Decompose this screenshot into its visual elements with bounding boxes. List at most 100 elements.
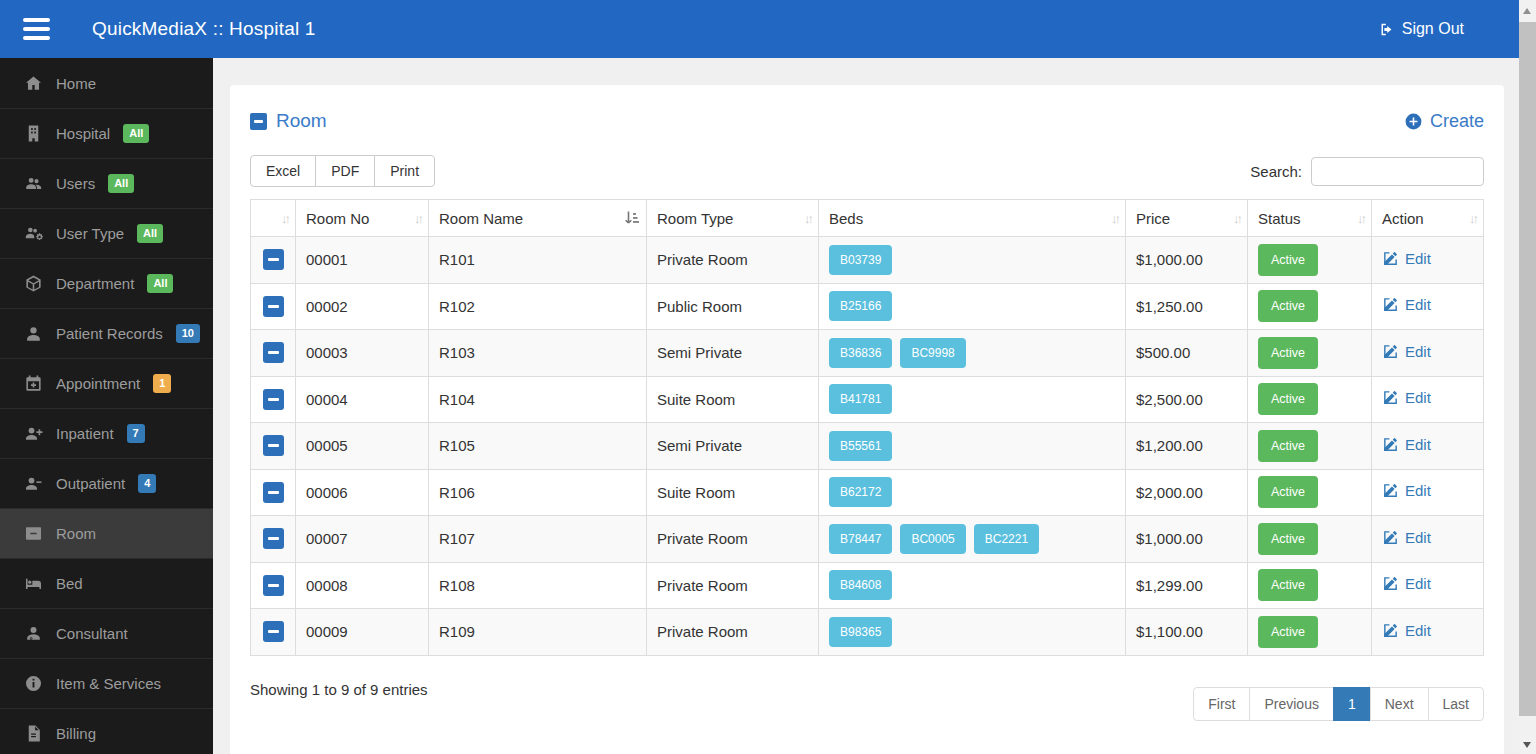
room-name-cell: R106 bbox=[429, 469, 647, 516]
header-room-no[interactable]: Room No↓↑ bbox=[296, 200, 429, 237]
pagination-next[interactable]: Next bbox=[1370, 687, 1429, 721]
bed-badge[interactable]: BC2221 bbox=[974, 524, 1039, 554]
room-type-cell: Semi Private bbox=[647, 423, 819, 470]
bed-badge[interactable]: B36836 bbox=[829, 338, 892, 368]
table-row: 00006 R106 Suite Room B62172 $2,000.00 A… bbox=[251, 469, 1484, 516]
room-name-cell: R109 bbox=[429, 609, 647, 656]
room-type-cell: Private Room bbox=[647, 562, 819, 609]
pagination-page-1[interactable]: 1 bbox=[1333, 687, 1371, 721]
bed-badge[interactable]: B62172 bbox=[829, 477, 892, 507]
edit-link[interactable]: Edit bbox=[1382, 529, 1431, 546]
sidebar-item-patient-records[interactable]: Patient Records 10 bbox=[0, 308, 213, 358]
price-cell: $2,000.00 bbox=[1126, 469, 1248, 516]
sidebar-item-room[interactable]: Room bbox=[0, 508, 213, 558]
bed-badge[interactable]: BC9998 bbox=[900, 338, 965, 368]
edit-link[interactable]: Edit bbox=[1382, 575, 1431, 592]
bed-badge[interactable]: B98365 bbox=[829, 617, 892, 647]
status-badge: Active bbox=[1258, 244, 1318, 276]
bed-badge[interactable]: BC0005 bbox=[900, 524, 965, 554]
header-room-type[interactable]: Room Type↓↑ bbox=[647, 200, 819, 237]
search-input[interactable] bbox=[1311, 157, 1484, 186]
header-control-col[interactable]: ↓↑ bbox=[251, 200, 296, 237]
sidebar-item-consultant[interactable]: Consultant bbox=[0, 608, 213, 658]
bed-badge[interactable]: B78447 bbox=[829, 524, 892, 554]
sidebar-item-bed[interactable]: Bed bbox=[0, 558, 213, 608]
main-content: Room Create Excel PDF Print Search: bbox=[213, 58, 1519, 754]
row-collapse-button[interactable] bbox=[263, 482, 284, 503]
sidebar-item-appointment[interactable]: Appointment 1 bbox=[0, 358, 213, 408]
room-name-cell: R108 bbox=[429, 562, 647, 609]
room-no-cell: 00003 bbox=[296, 330, 429, 377]
vertical-scrollbar[interactable] bbox=[1519, 0, 1536, 754]
room-type-cell: Suite Room bbox=[647, 376, 819, 423]
price-cell: $1,200.00 bbox=[1126, 423, 1248, 470]
header-beds[interactable]: Beds↓↑ bbox=[819, 200, 1126, 237]
hamburger-menu-icon[interactable] bbox=[0, 18, 64, 40]
sidebar-item-inpatient[interactable]: Inpatient 7 bbox=[0, 408, 213, 458]
search-label: Search: bbox=[1250, 163, 1302, 180]
pagination-last[interactable]: Last bbox=[1428, 687, 1484, 721]
row-collapse-button[interactable] bbox=[263, 528, 284, 549]
row-collapse-button[interactable] bbox=[263, 435, 284, 456]
sort-icon: ↓↑ bbox=[281, 211, 288, 226]
scrollbar-up-arrow-icon[interactable] bbox=[1523, 8, 1531, 14]
row-collapse-button[interactable] bbox=[263, 621, 284, 642]
table-row: 00005 R105 Semi Private B55561 $1,200.00… bbox=[251, 423, 1484, 470]
price-cell: $1,100.00 bbox=[1126, 609, 1248, 656]
scrollbar-thumb[interactable] bbox=[1519, 22, 1536, 716]
sidebar-item-hospital[interactable]: Hospital All bbox=[0, 108, 213, 158]
sidebar-item-outpatient[interactable]: Outpatient 4 bbox=[0, 458, 213, 508]
sidebar-item-billing[interactable]: Billing bbox=[0, 708, 213, 754]
sort-icon: ↓↑ bbox=[1357, 211, 1364, 226]
badge-count: 4 bbox=[138, 474, 156, 492]
badge-all: All bbox=[147, 274, 173, 292]
sidebar-item-department[interactable]: Department All bbox=[0, 258, 213, 308]
row-collapse-button[interactable] bbox=[263, 296, 284, 317]
status-badge: Active bbox=[1258, 476, 1318, 508]
sidebar-item-item-services[interactable]: Item & Services bbox=[0, 658, 213, 708]
sidebar-item-home[interactable]: Home bbox=[0, 58, 213, 108]
edit-link[interactable]: Edit bbox=[1382, 436, 1431, 453]
sidebar-item-users[interactable]: Users All bbox=[0, 158, 213, 208]
cube-icon bbox=[24, 274, 43, 293]
status-badge: Active bbox=[1258, 523, 1318, 555]
room-no-cell: 00001 bbox=[296, 237, 429, 284]
header-price[interactable]: Price↓↑ bbox=[1126, 200, 1248, 237]
bed-badge[interactable]: B03739 bbox=[829, 245, 892, 275]
sidebar-item-user-type[interactable]: User Type All bbox=[0, 208, 213, 258]
edit-link[interactable]: Edit bbox=[1382, 389, 1431, 406]
create-label: Create bbox=[1430, 111, 1484, 132]
app-title: QuickMediaX :: Hospital 1 bbox=[92, 18, 316, 40]
page-title: Room bbox=[276, 110, 327, 132]
edit-link[interactable]: Edit bbox=[1382, 622, 1431, 639]
edit-link[interactable]: Edit bbox=[1382, 296, 1431, 313]
pdf-button[interactable]: PDF bbox=[315, 155, 375, 187]
bed-badge[interactable]: B55561 bbox=[829, 431, 892, 461]
edit-link[interactable]: Edit bbox=[1382, 250, 1431, 267]
bed-badge[interactable]: B41781 bbox=[829, 384, 892, 414]
header-action[interactable]: Action↓↑ bbox=[1372, 200, 1484, 237]
hospital-icon bbox=[24, 124, 43, 143]
print-button[interactable]: Print bbox=[374, 155, 435, 187]
bed-badge[interactable]: B25166 bbox=[829, 291, 892, 321]
edit-link[interactable]: Edit bbox=[1382, 482, 1431, 499]
row-collapse-button[interactable] bbox=[263, 249, 284, 270]
panel-title-toggle[interactable]: Room bbox=[250, 110, 327, 132]
pagination-previous[interactable]: Previous bbox=[1249, 687, 1333, 721]
scrollbar-down-arrow-icon[interactable] bbox=[1523, 742, 1531, 748]
sign-out-button[interactable]: Sign Out bbox=[1378, 0, 1464, 58]
row-collapse-button[interactable] bbox=[263, 389, 284, 410]
row-collapse-button[interactable] bbox=[263, 575, 284, 596]
edit-link[interactable]: Edit bbox=[1382, 343, 1431, 360]
excel-button[interactable]: Excel bbox=[250, 155, 316, 187]
header-room-name[interactable]: Room Name bbox=[429, 200, 647, 237]
header-status[interactable]: Status↓↑ bbox=[1248, 200, 1372, 237]
table-row: 00004 R104 Suite Room B41781 $2,500.00 A… bbox=[251, 376, 1484, 423]
create-button[interactable]: Create bbox=[1404, 111, 1484, 132]
edit-pencil-icon bbox=[1382, 482, 1399, 499]
row-collapse-button[interactable] bbox=[263, 342, 284, 363]
table-row: 00007 R107 Private Room B78447BC0005BC22… bbox=[251, 516, 1484, 563]
bed-badge[interactable]: B84608 bbox=[829, 570, 892, 600]
room-type-cell: Semi Private bbox=[647, 330, 819, 377]
pagination-first[interactable]: First bbox=[1193, 687, 1250, 721]
